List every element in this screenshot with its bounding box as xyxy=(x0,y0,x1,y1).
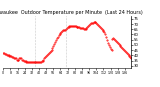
Title: Milwaukee  Outdoor Temperature per Minute  (Last 24 Hours): Milwaukee Outdoor Temperature per Minute… xyxy=(0,10,143,15)
